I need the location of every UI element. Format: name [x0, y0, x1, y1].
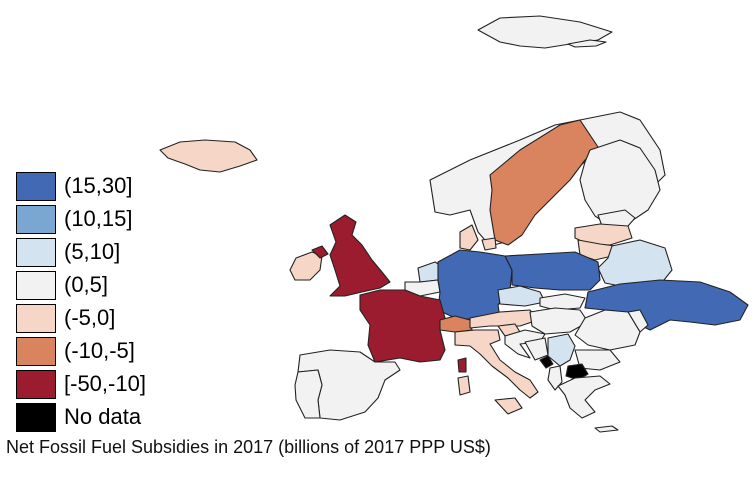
region-slovakia [539, 293, 586, 311]
region-italy [454, 329, 539, 399]
region-hungary [529, 307, 589, 335]
region-germany [437, 249, 513, 321]
region-iceland [159, 139, 258, 173]
region-austria [469, 309, 539, 329]
region-denmark [459, 224, 479, 251]
region-sweden [489, 119, 601, 246]
region-serbia [547, 333, 576, 367]
region-sardinia [457, 375, 471, 396]
region-sicily [494, 397, 523, 415]
region-romania [574, 309, 641, 351]
region-france [359, 289, 446, 363]
region-czechia [497, 285, 546, 307]
legend-label: No data [64, 404, 142, 429]
legend-swatch [16, 304, 56, 333]
map-caption: Net Fossil Fuel Subsidies in 2017 (billi… [6, 437, 491, 457]
region-croatia [504, 329, 546, 359]
region-denmark-island [481, 237, 497, 251]
legend-swatch [16, 370, 56, 399]
legend-label: (-5,0] [64, 305, 116, 330]
region-montenegro [539, 355, 554, 369]
legend-swatch [16, 403, 56, 432]
region-northern-ireland [311, 245, 329, 259]
legend-swatch [16, 271, 56, 300]
region-uk [329, 214, 391, 297]
legend-label: (0,5] [64, 272, 109, 297]
region-svalbard-small [567, 39, 607, 48]
region-crete [594, 425, 619, 433]
region-poland [504, 251, 601, 291]
legend-swatch [16, 337, 56, 366]
legend-label: (5,10] [64, 239, 121, 264]
legend-label: (-10,-5] [64, 338, 135, 363]
region-latvia [574, 223, 633, 246]
legend-swatch [16, 172, 56, 201]
legend-label: (15,30] [64, 173, 133, 198]
region-portugal [294, 369, 323, 419]
legend-swatch [16, 205, 56, 234]
region-greece [557, 375, 611, 419]
legend-label: [-50,-10] [64, 371, 146, 396]
legend-label: (10,15] [64, 206, 133, 231]
region-svalbard [477, 15, 613, 49]
region-corsica [457, 357, 467, 373]
legend-swatch [16, 238, 56, 267]
region-ireland [289, 251, 323, 281]
